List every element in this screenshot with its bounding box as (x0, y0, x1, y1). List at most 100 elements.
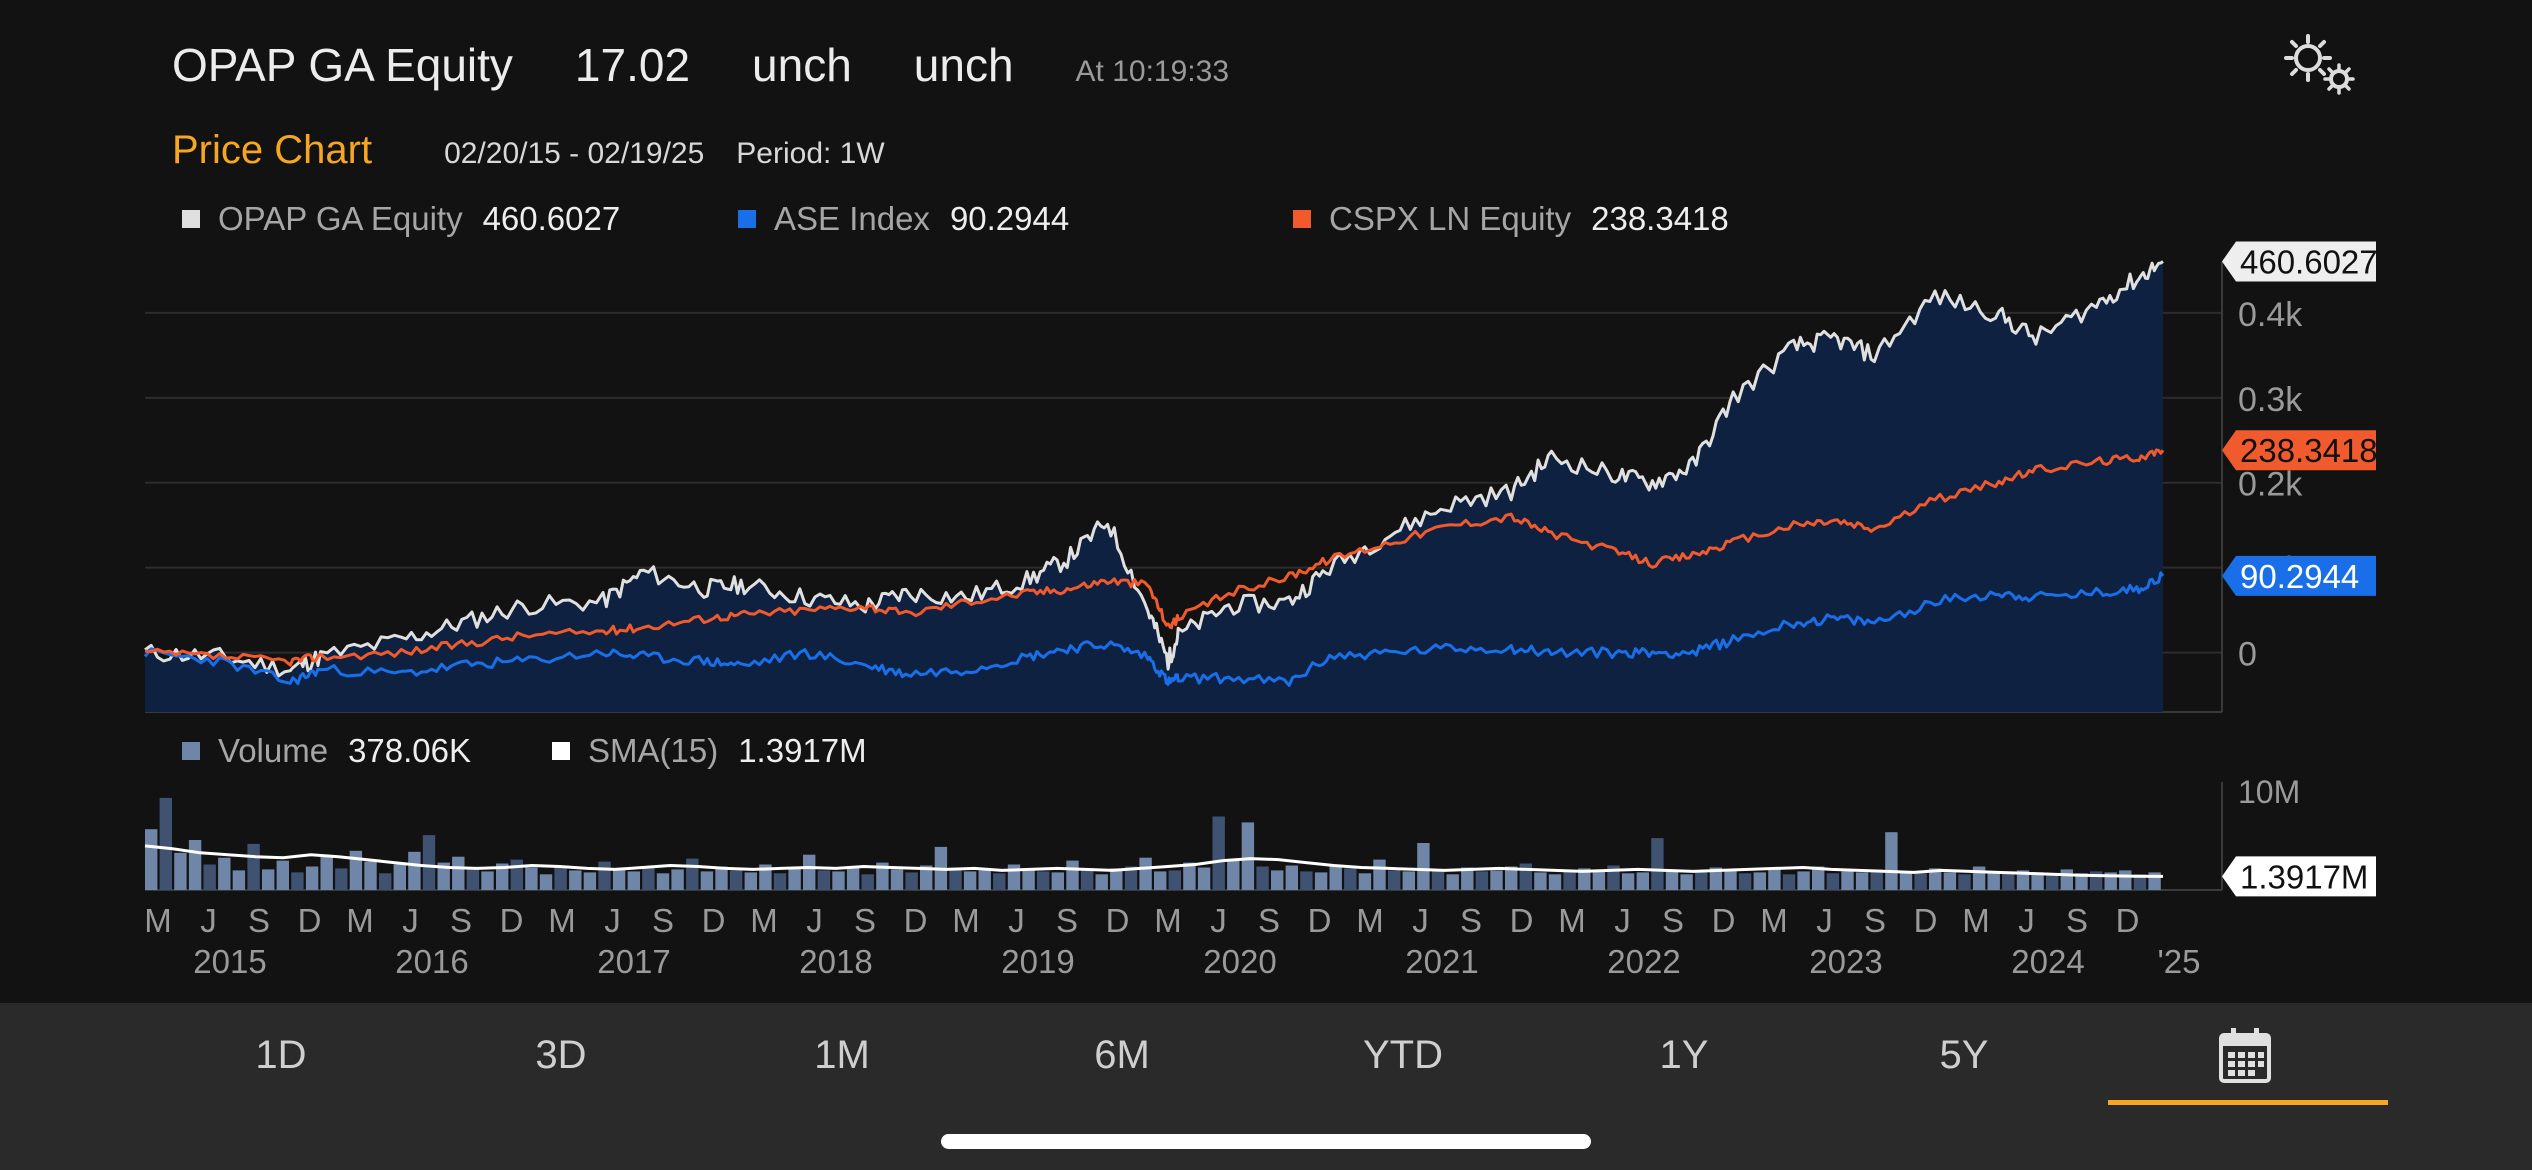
x-tick-year: '25 (2157, 943, 2200, 980)
volume-bar (1592, 871, 1606, 890)
tab-6m[interactable]: 6M (1094, 1033, 1150, 1077)
volume-bar (1841, 871, 1854, 890)
volume-bar (145, 829, 158, 890)
volume-bar (1870, 869, 1883, 890)
x-tick-month: J (1412, 902, 1429, 939)
series-line-ase-index (143, 571, 2165, 687)
legend-value: 238.3418 (1591, 200, 1729, 237)
volume-bar (1724, 870, 1737, 890)
volume-bar (671, 869, 684, 890)
volume-bar (715, 866, 728, 890)
price-chart[interactable]: 0.4k0.3k0.2k0.1k0460.6027238.341890.2944… (0, 0, 2532, 1003)
legend-item-volume[interactable]: Volume 378.06K (182, 732, 471, 770)
x-tick-month: S (2066, 902, 2088, 939)
period-label[interactable]: Period: 1W (736, 137, 885, 170)
x-tick-month: M (1558, 902, 1586, 939)
x-tick-month: D (1510, 902, 1534, 939)
volume-bar (554, 865, 567, 890)
volume-bar (525, 867, 538, 890)
volume-bar (1358, 873, 1372, 890)
volume-bar (759, 864, 772, 890)
volume-bar (276, 860, 289, 890)
tab-1d[interactable]: 1D (255, 1033, 307, 1077)
volume-bar (1695, 871, 1708, 890)
percent-change: unch (913, 39, 1014, 91)
volume-bar (1855, 872, 1869, 890)
volume-bar (335, 868, 348, 890)
tab-1y[interactable]: 1Y (1659, 1033, 1709, 1077)
volume-bar (1066, 860, 1079, 890)
volume-bar (188, 840, 202, 890)
legend-item-sma[interactable]: SMA(15) 1.3917M (552, 732, 867, 770)
volume-bar (291, 872, 304, 890)
volume-bar (1709, 867, 1723, 890)
volume-bar (1943, 872, 1957, 890)
x-tick-month: M (1154, 902, 1182, 939)
x-tick-month: M (548, 902, 576, 939)
volume-bar (1022, 868, 1035, 890)
volume-bar (832, 871, 845, 890)
x-tick-year: 2021 (1405, 943, 1478, 980)
tab-ytd[interactable]: YTD (1363, 1033, 1443, 1077)
volume-bar (174, 852, 187, 890)
tab-1m[interactable]: 1M (814, 1033, 870, 1077)
volume-bar (2060, 869, 2073, 890)
x-tick-year: 2023 (1809, 943, 1882, 980)
volume-bar (1183, 862, 1196, 890)
legend-item-opap[interactable]: OPAP GA Equity 460.6027 (182, 200, 620, 238)
tab-3d[interactable]: 3D (535, 1033, 587, 1077)
volume-bar (1373, 859, 1386, 890)
volume-bar (949, 867, 962, 890)
volume-bar (1256, 866, 1269, 890)
legend-value: 1.3917M (738, 732, 867, 769)
volume-bar (1051, 872, 1064, 890)
sma-value-tag-bg (2222, 856, 2376, 897)
last-value-tag-bg (2222, 430, 2376, 471)
x-tick-month: S (1258, 902, 1280, 939)
volume-bar (1110, 868, 1123, 890)
volume-bar (1534, 872, 1547, 890)
home-indicator[interactable] (941, 1134, 1591, 1149)
last-value-tag: 90.2944 (2222, 555, 2376, 596)
volume-bar (437, 862, 450, 890)
volume-bar (1446, 874, 1459, 890)
volume-bar (349, 850, 363, 890)
date-range[interactable]: 02/20/15 - 02/19/25 (444, 137, 705, 170)
x-tick-month: S (248, 902, 270, 939)
x-tick-month: S (450, 902, 472, 939)
volume-bar (218, 857, 231, 890)
x-tick-month: S (1864, 902, 1886, 939)
volume-bar (408, 851, 421, 890)
volume-bar (481, 871, 494, 890)
volume-bar (1914, 873, 1927, 890)
x-tick-month: M (750, 902, 778, 939)
x-tick-month: D (500, 902, 524, 939)
x-tick-month: J (806, 902, 823, 939)
volume-bar (1899, 871, 1913, 890)
settings-gear-icon[interactable] (2280, 30, 2360, 100)
volume-bar (1285, 865, 1298, 890)
x-tick-month: D (1308, 902, 1332, 939)
x-tick-month: D (904, 902, 928, 939)
tab-5y[interactable]: 5Y (1939, 1033, 1989, 1077)
volume-bar (2046, 874, 2059, 890)
x-tick-year: 2018 (799, 943, 872, 980)
legend-item-cspx[interactable]: CSPX LN Equity 238.3418 (1293, 200, 1729, 238)
x-tick-month: D (1106, 902, 1130, 939)
volume-bar (1461, 867, 1474, 890)
legend-item-ase[interactable]: ASE Index 90.2944 (738, 200, 1069, 238)
volume-bar (2002, 873, 2015, 890)
volume-bar (846, 867, 860, 890)
x-tick-month: M (1962, 902, 1990, 939)
net-change: unch (752, 39, 852, 91)
volume-bar (364, 861, 377, 890)
volume-bar (1037, 871, 1050, 890)
calendar-icon[interactable] (2219, 1027, 2271, 1083)
x-tick-month: M (346, 902, 374, 939)
volume-bar (1885, 832, 1898, 890)
x-tick-month: M (144, 902, 172, 939)
quote-time: At 10:19:33 (1075, 55, 1230, 88)
volume-bar (1271, 870, 1284, 890)
volume-y-tick-label: 10M (2238, 774, 2300, 810)
volume-bar (2075, 873, 2088, 890)
